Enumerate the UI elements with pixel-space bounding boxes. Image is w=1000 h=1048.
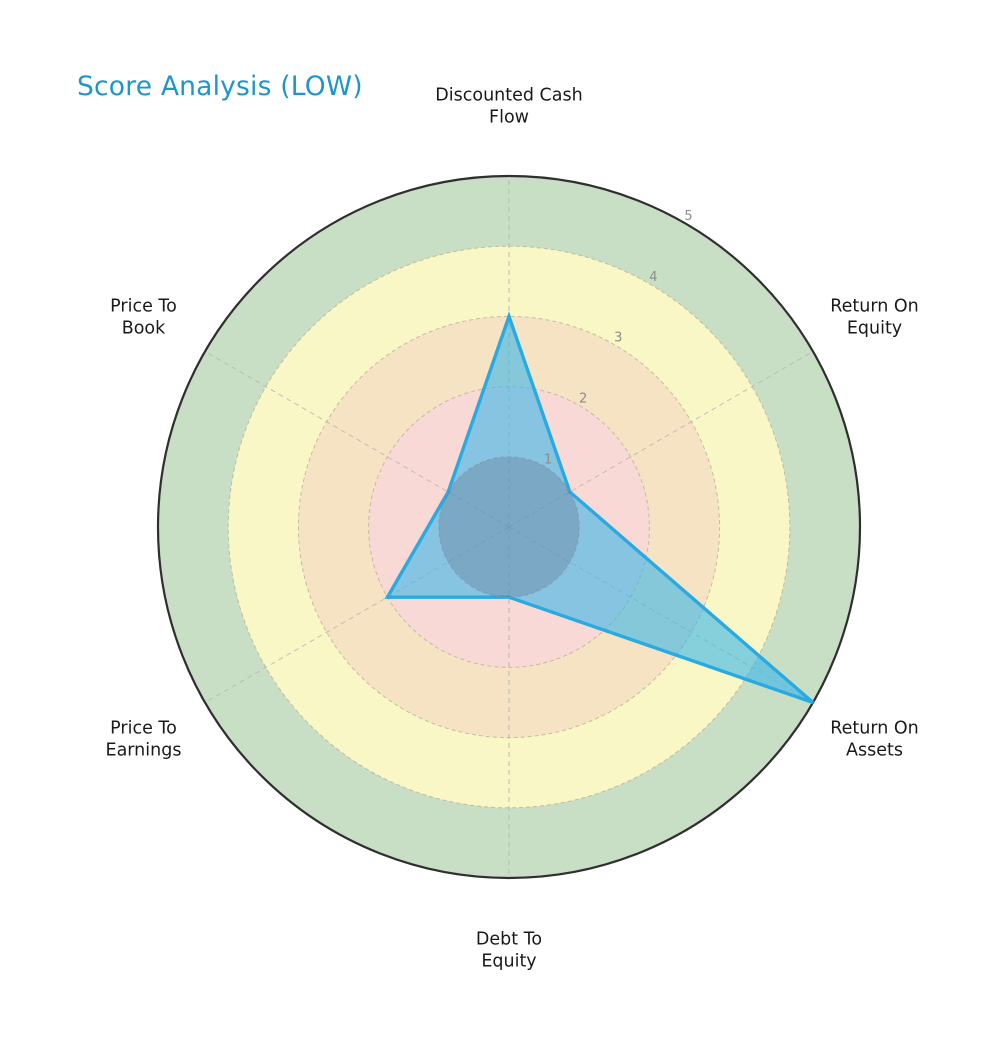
radial-tick-label: 5 [684, 209, 692, 224]
score-polygon [384, 311, 815, 705]
axis-category-label: Discounted Cash Flow [435, 86, 582, 128]
outer-ring [156, 174, 862, 880]
center-marker [438, 456, 580, 598]
center-marker-rim [438, 456, 580, 598]
radial-tick-label: 4 [649, 270, 657, 285]
radial-tick-label: 2 [579, 392, 587, 407]
axis-category-label: Price To Earnings [106, 719, 182, 761]
axis-category-label: Price To Book [110, 297, 177, 339]
radial-tick-label: 1 [544, 452, 552, 467]
axis-category-label: Return On Equity [830, 297, 919, 339]
axis-category-label: Debt To Equity [476, 930, 542, 972]
grid-circle [227, 245, 791, 809]
radial-tick-label: 3 [614, 331, 622, 346]
chart-title: Score Analysis (LOW) [77, 71, 363, 102]
axis-category-label: Return On Assets [830, 719, 919, 761]
